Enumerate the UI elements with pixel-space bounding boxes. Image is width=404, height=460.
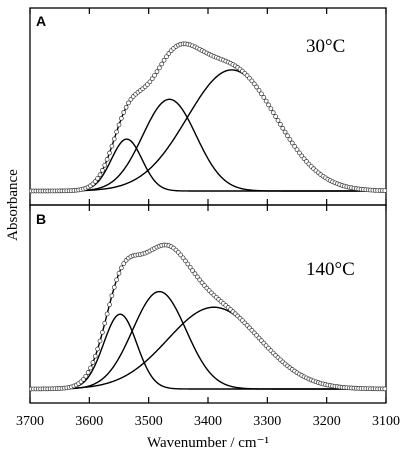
- panel-a-data-point: [126, 100, 131, 106]
- panel-a-data-point: [100, 167, 105, 173]
- panel-a-data-point: [111, 136, 117, 142]
- panel-b-label: B: [36, 211, 46, 227]
- panel-b-data-point: [183, 258, 188, 264]
- y-axis-label: Absorbance: [5, 169, 21, 241]
- panel-a-plot: [28, 41, 388, 194]
- x-tick-label: 3100: [372, 414, 400, 429]
- panel-a-data-point: [266, 102, 271, 108]
- panel-a-data-point: [278, 122, 283, 127]
- panel-b-frame: [29, 204, 387, 404]
- panel-b-data-point: [382, 386, 388, 392]
- panel-a-data-point: [92, 179, 98, 184]
- panel-a-temperature: 30°C: [306, 36, 345, 57]
- x-tick-label: 3200: [313, 414, 341, 429]
- panel-b-data-point: [104, 311, 110, 317]
- panel-a-data-point: [161, 57, 167, 63]
- panel-a-data-point: [282, 129, 288, 135]
- panel-b-data-point: [102, 320, 108, 326]
- panel-b-data-point: [81, 376, 86, 382]
- panel-b-data-point: [190, 268, 195, 273]
- panel-a-data-point: [107, 150, 112, 156]
- x-tick-label: 3500: [135, 414, 163, 429]
- panel-a-data-point: [147, 79, 153, 85]
- panel-a-data-point: [268, 106, 274, 112]
- panel-a-data-point: [254, 84, 259, 90]
- panel-a-data-point: [164, 54, 169, 60]
- panel-a-data-point: [287, 137, 293, 142]
- panel-a-data-point: [261, 95, 267, 100]
- panel-b-data-point: [192, 271, 198, 277]
- x-tick-labels: 3700 3600 3500 3400 3300 3200 3100: [16, 414, 400, 429]
- panel-a-data-point: [119, 116, 124, 121]
- panel-b-data-point: [111, 285, 117, 290]
- panel-b-temperature: 140°C: [306, 259, 355, 280]
- panel-a-data-point: [256, 87, 262, 93]
- panel-b-component-3-line: [30, 306, 387, 390]
- panel-a-component-3-line: [30, 69, 387, 192]
- panel-a-component-2-line: [30, 98, 386, 192]
- panel-b-plot: [28, 242, 388, 392]
- panel-b-data-point: [180, 255, 186, 261]
- panel-a-data-point: [149, 76, 155, 82]
- panel-a-data-point: [292, 144, 297, 149]
- panel-a-data-point: [152, 72, 157, 78]
- panel-a-fit-line: [30, 43, 387, 192]
- panel-a-data-point: [294, 147, 300, 153]
- panel-a-data-point: [249, 78, 255, 84]
- panel-a-data-point: [97, 172, 103, 178]
- panel-a-data-point: [382, 188, 388, 194]
- panel-b-data-point: [97, 338, 103, 344]
- panel-a-data-point: [259, 91, 264, 97]
- panel-a-data-point: [95, 176, 100, 181]
- panel-b-data-point: [116, 270, 122, 276]
- panel-b-data-point: [83, 373, 89, 379]
- panel-a-data-point: [251, 81, 257, 87]
- panel-a-data-point: [159, 61, 165, 67]
- panel-a-data-point: [121, 110, 127, 115]
- panel-a-data-point: [280, 125, 286, 131]
- panel-b-data-point: [95, 346, 100, 352]
- panel-a-data-point: [109, 143, 115, 149]
- panel-a-data-point: [154, 69, 160, 75]
- x-tick-label: 3600: [75, 414, 103, 429]
- panel-a-data-point: [102, 162, 108, 168]
- panel-b-data-point: [187, 264, 193, 270]
- panel-a-data-point: [275, 118, 281, 123]
- panel-a-data-point: [273, 114, 278, 119]
- panel-a-data-point: [285, 133, 290, 139]
- panel-b-data-point: [100, 330, 105, 335]
- panel-b-data-point: [88, 365, 93, 371]
- panel-b-data-point: [85, 370, 91, 375]
- panel-b-data-point: [119, 265, 124, 271]
- panel-a-data-point: [104, 157, 110, 162]
- x-axis-label: Wavenumber / cm⁻¹: [147, 435, 269, 451]
- panel-b-data-point: [194, 274, 200, 280]
- panel-a-data-point: [289, 140, 295, 146]
- x-tick-label: 3400: [194, 414, 222, 429]
- x-axis-ticks: [29, 8, 387, 403]
- panel-a-data-point: [116, 122, 122, 128]
- panel-b-data-point: [185, 261, 191, 267]
- panel-a-data-point: [157, 65, 162, 71]
- panel-b-data-point: [107, 302, 112, 308]
- panel-b-data-point: [121, 261, 127, 266]
- panel-b-data-point: [90, 360, 96, 365]
- x-tick-label: 3700: [16, 414, 44, 429]
- panel-a-data-point: [297, 150, 302, 156]
- panel-a-label: A: [36, 13, 46, 29]
- panel-a-data-point: [114, 129, 119, 135]
- panel-b-data-point: [92, 353, 98, 359]
- panel-a-data-point: [270, 110, 276, 115]
- panel-b-component-2-line: [30, 290, 386, 390]
- x-tick-label: 3300: [253, 414, 281, 429]
- panel-b-data-point: [114, 277, 119, 283]
- panel-a-data-point: [123, 104, 129, 110]
- panel-a-data-point: [263, 98, 269, 104]
- panel-b-data-point: [109, 293, 115, 299]
